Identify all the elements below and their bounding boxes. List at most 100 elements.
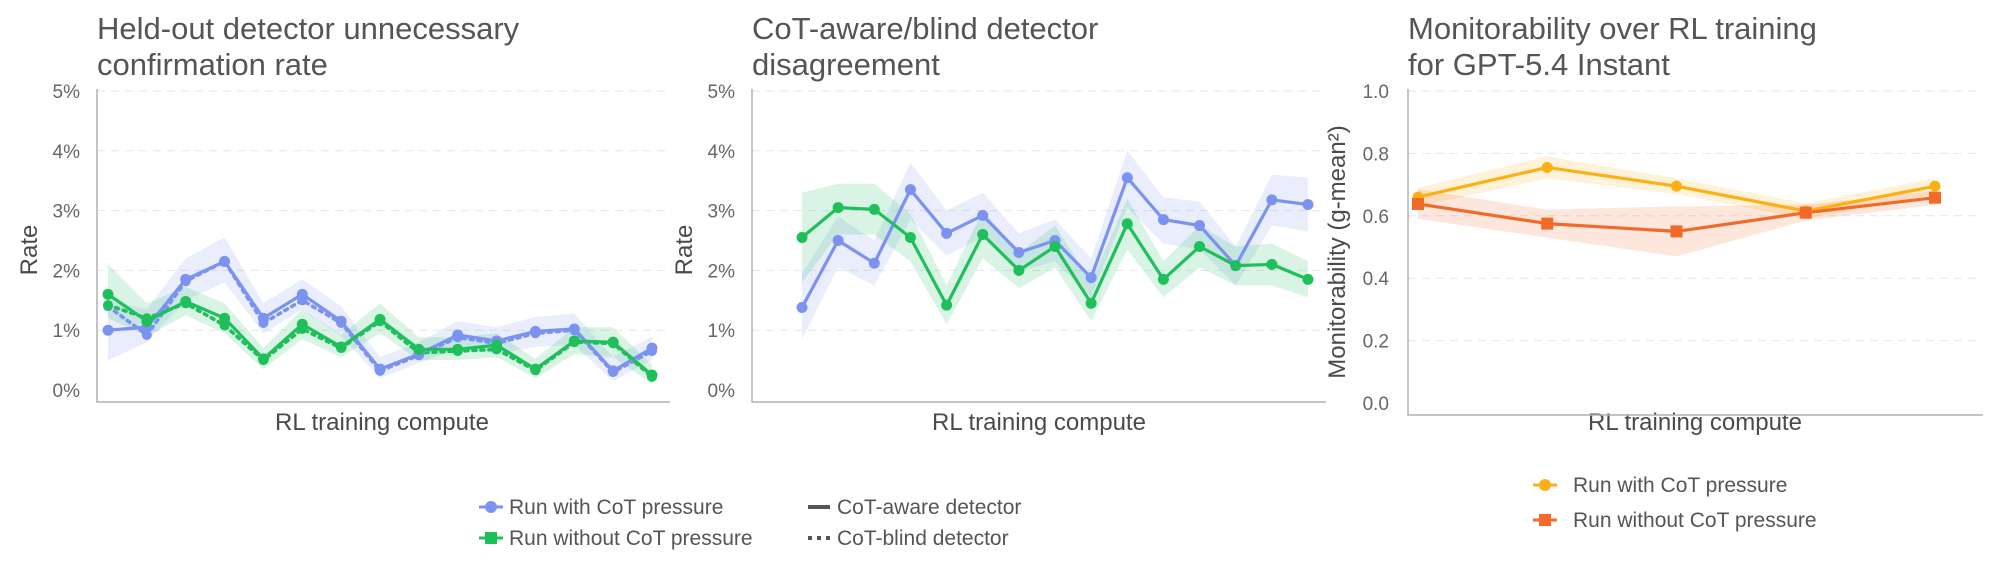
legend-item-cot-blind-detector: CoT-blind detector bbox=[808, 527, 1009, 550]
data-point bbox=[796, 301, 808, 313]
data-point bbox=[1670, 225, 1683, 238]
legend-label: Run without CoT pressure bbox=[509, 527, 753, 550]
axis-spine bbox=[1407, 89, 1983, 416]
y-tick-label: 4% bbox=[708, 142, 736, 163]
data-point bbox=[296, 318, 308, 330]
legend-label: CoT-blind detector bbox=[837, 527, 1009, 550]
data-point bbox=[257, 353, 269, 365]
data-point bbox=[102, 288, 114, 300]
data-point bbox=[529, 325, 541, 337]
data-point bbox=[413, 343, 425, 355]
data-point bbox=[1266, 194, 1278, 206]
panel-title-line-2: disagreement bbox=[752, 47, 940, 82]
data-point bbox=[832, 235, 844, 246]
data-point bbox=[1194, 240, 1206, 252]
data-point bbox=[1013, 264, 1025, 276]
data-point bbox=[1085, 297, 1097, 309]
data-point bbox=[1049, 240, 1061, 252]
axis-spine bbox=[96, 89, 670, 403]
y-tick-label: 3% bbox=[53, 202, 81, 223]
data-point bbox=[1541, 217, 1554, 230]
data-point bbox=[1266, 258, 1278, 270]
x-axis-label: RL training compute bbox=[1588, 409, 1802, 436]
data-point bbox=[335, 341, 347, 353]
data-point bbox=[1671, 180, 1682, 192]
legend-label: Run with CoT pressure bbox=[1573, 474, 1787, 497]
data-point bbox=[1929, 191, 1941, 204]
y-tick-label: 0.4 bbox=[1363, 269, 1390, 290]
data-point bbox=[1412, 197, 1424, 210]
legend-label: Run with CoT pressure bbox=[509, 496, 723, 519]
legend-swatch-marker bbox=[485, 501, 497, 513]
data-point bbox=[607, 336, 619, 348]
legend-swatch-marker bbox=[485, 532, 497, 544]
data-point bbox=[1799, 206, 1812, 219]
data-point bbox=[1157, 273, 1169, 285]
y-tick-label: 1% bbox=[53, 321, 81, 342]
x-axis-label: RL training compute bbox=[932, 409, 1146, 436]
data-point bbox=[904, 232, 916, 244]
data-point bbox=[102, 324, 114, 336]
data-point bbox=[141, 329, 152, 340]
panel-title-line-2: for GPT-5.4 Instant bbox=[1408, 47, 1670, 82]
x-axis-label: RL training compute bbox=[275, 409, 489, 436]
data-point bbox=[1230, 260, 1242, 272]
panel-title-line-1: Monitorability over RL training bbox=[1408, 11, 1817, 46]
y-tick-label: 4% bbox=[53, 142, 81, 163]
y-tick-label: 5% bbox=[53, 82, 81, 103]
data-point bbox=[374, 363, 386, 375]
y-tick-label: 0.0 bbox=[1363, 394, 1389, 415]
y-tick-label: 2% bbox=[708, 261, 736, 282]
data-point bbox=[529, 363, 541, 375]
data-point bbox=[219, 255, 231, 267]
data-point bbox=[977, 229, 989, 241]
axis-spine bbox=[751, 89, 1326, 403]
data-point bbox=[141, 315, 153, 327]
confidence-band bbox=[1418, 189, 1935, 257]
panel-detector-confirmation-rate: Held-out detector unnecessary confirmati… bbox=[16, 11, 670, 436]
y-tick-label: 0.6 bbox=[1363, 207, 1389, 228]
data-point bbox=[1157, 214, 1169, 226]
panel-title-line-2: confirmation rate bbox=[97, 47, 328, 82]
y-axis-label: Rate bbox=[16, 225, 43, 276]
data-point bbox=[452, 329, 464, 341]
data-point bbox=[374, 313, 386, 325]
legend-item-run-without-cot-pressure: Run without CoT pressure bbox=[479, 527, 753, 550]
data-point bbox=[607, 365, 619, 377]
legend-swatch-marker bbox=[1539, 514, 1551, 526]
data-point bbox=[1302, 273, 1314, 285]
y-axis-label: Rate bbox=[671, 225, 698, 276]
data-point bbox=[941, 227, 953, 239]
data-point bbox=[491, 339, 503, 351]
data-point bbox=[568, 335, 580, 347]
data-point bbox=[452, 343, 464, 355]
data-point bbox=[646, 369, 658, 381]
data-point bbox=[904, 184, 916, 196]
y-tick-label: 1.0 bbox=[1363, 82, 1389, 103]
data-point bbox=[796, 232, 808, 244]
legend-label: Run without CoT pressure bbox=[1573, 509, 1817, 532]
data-point bbox=[180, 273, 192, 285]
data-point bbox=[219, 312, 231, 324]
data-point bbox=[257, 312, 269, 324]
y-tick-label: 5% bbox=[708, 82, 736, 103]
data-point bbox=[832, 202, 844, 214]
data-point bbox=[1085, 272, 1097, 284]
y-tick-label: 0.2 bbox=[1363, 332, 1389, 353]
legend-swatch-marker bbox=[1539, 479, 1551, 491]
y-tick-label: 2% bbox=[53, 261, 81, 282]
legend-item-run-with-cot-pressure: Run with CoT pressure bbox=[479, 496, 723, 519]
legend-item-cot-aware-detector: CoT-aware detector bbox=[808, 496, 1021, 519]
y-axis-label: Monitorability (g-mean²) bbox=[1324, 125, 1351, 378]
data-point bbox=[296, 288, 308, 300]
data-point bbox=[646, 342, 658, 354]
panel-detector-disagreement: CoT-aware/blind detector disagreement RL… bbox=[671, 11, 1326, 436]
data-point bbox=[103, 300, 113, 311]
data-point bbox=[335, 315, 347, 327]
y-tick-label: 3% bbox=[708, 202, 736, 223]
legend-right: Run with CoT pressure Run without CoT pr… bbox=[1533, 474, 1817, 532]
data-point bbox=[1302, 199, 1314, 211]
y-tick-label: 1% bbox=[708, 321, 736, 342]
data-point bbox=[1121, 172, 1133, 184]
